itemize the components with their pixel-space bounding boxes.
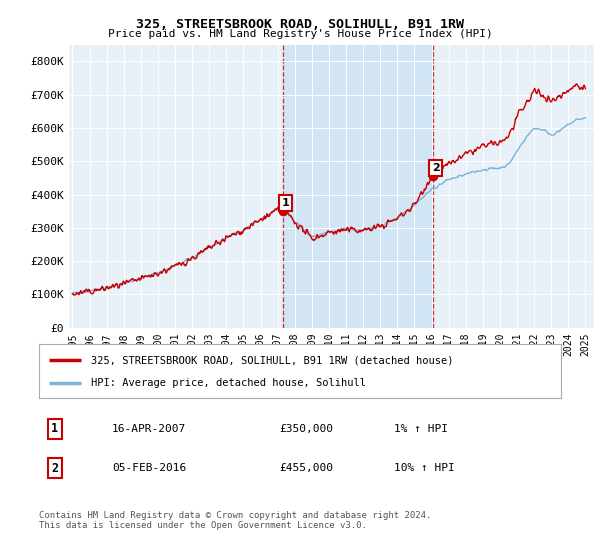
Text: 16-APR-2007: 16-APR-2007 [112,424,187,434]
Text: 1% ↑ HPI: 1% ↑ HPI [394,424,448,434]
Text: 1: 1 [51,422,58,436]
Text: 325, STREETSBROOK ROAD, SOLIHULL, B91 1RW (detached house): 325, STREETSBROOK ROAD, SOLIHULL, B91 1R… [91,356,454,365]
Text: 05-FEB-2016: 05-FEB-2016 [112,463,187,473]
Text: 10% ↑ HPI: 10% ↑ HPI [394,463,455,473]
Text: Contains HM Land Registry data © Crown copyright and database right 2024.
This d: Contains HM Land Registry data © Crown c… [39,511,431,530]
Text: Price paid vs. HM Land Registry's House Price Index (HPI): Price paid vs. HM Land Registry's House … [107,29,493,39]
Text: HPI: Average price, detached house, Solihull: HPI: Average price, detached house, Soli… [91,377,366,388]
Text: 1: 1 [281,198,289,208]
Text: £455,000: £455,000 [279,463,333,473]
Text: 2: 2 [51,461,58,475]
Text: £350,000: £350,000 [279,424,333,434]
Bar [283,45,433,328]
Text: 2: 2 [432,163,440,173]
Text: 325, STREETSBROOK ROAD, SOLIHULL, B91 1RW: 325, STREETSBROOK ROAD, SOLIHULL, B91 1R… [136,18,464,31]
